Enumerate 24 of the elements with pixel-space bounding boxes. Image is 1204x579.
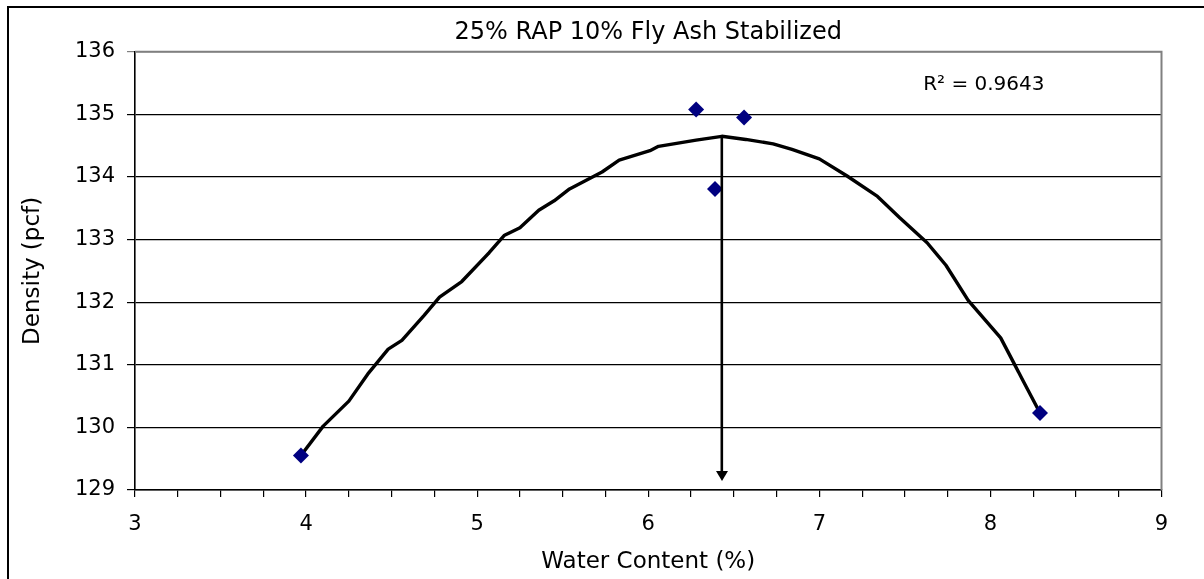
y-tick-label: 131 [74, 351, 115, 376]
point [736, 109, 753, 126]
x-tick-label: 3 [128, 511, 142, 536]
y-tick-label: 132 [74, 288, 115, 313]
annotation: R² = 0.9643 [923, 71, 1045, 95]
point [688, 101, 705, 118]
x-tick-label: 9 [1154, 511, 1169, 536]
y-tick-label: 129 [74, 476, 115, 501]
x-tick-label: 8 [983, 511, 998, 536]
chart-title: 25% RAP 10% Fly Ash Stabilized [454, 16, 842, 45]
x-axis-title: Water Content (%) [541, 547, 756, 574]
y-tick-label: 130 [74, 413, 115, 438]
point [292, 447, 309, 464]
y-tick-label: 134 [74, 163, 115, 188]
x-tick-label: 5 [470, 511, 484, 536]
point [706, 180, 723, 197]
y-axis-title: Density (pcf) [17, 196, 44, 345]
point [1032, 405, 1049, 421]
x-tick-label: 7 [812, 511, 827, 536]
y-tick-label: 133 [74, 226, 115, 251]
x-tick-label: 6 [641, 511, 655, 536]
y-tick-label: 136 [74, 38, 115, 63]
x-tick-label: 4 [299, 511, 313, 536]
y-tick-label: 135 [74, 100, 115, 125]
